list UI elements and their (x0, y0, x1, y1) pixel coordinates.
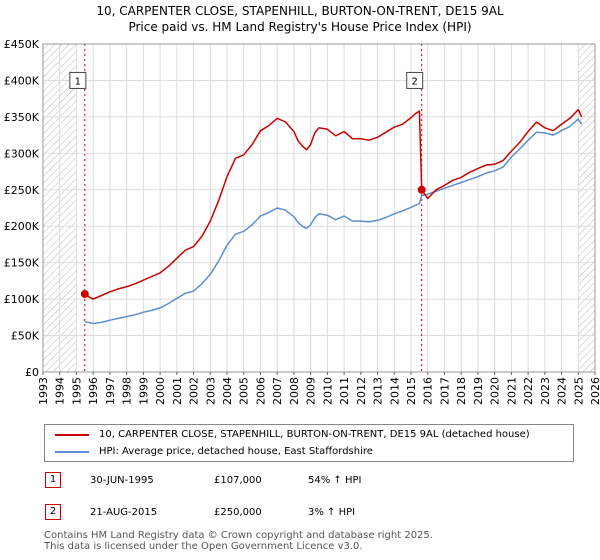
sale-hpi-change: 54% ↑ HPI (308, 475, 362, 486)
x-tick-label: 2004 (221, 377, 234, 405)
y-tick-label: £50K (11, 330, 40, 343)
hpi-line (84, 118, 583, 325)
legend-swatch-property (55, 434, 89, 436)
sale-marker-label: 2 (412, 76, 418, 87)
y-tick-label: £400K (4, 74, 40, 87)
x-tick-label: 2008 (288, 377, 301, 405)
plot-area (42, 43, 596, 373)
x-tick-label: 1995 (70, 377, 83, 405)
y-tick-label: £200K (4, 220, 40, 233)
x-tick-label: 2026 (589, 377, 600, 405)
x-tick-label: 2022 (522, 377, 535, 405)
x-tick-label: 2013 (372, 377, 385, 405)
sale-marker-box (406, 71, 424, 89)
legend-label-property: 10, CARPENTER CLOSE, STAPENHILL, BURTON-… (99, 429, 530, 440)
x-tick-label: 2025 (572, 377, 585, 405)
x-tick-label: 1998 (121, 377, 134, 405)
x-tick-label: 2010 (321, 377, 334, 405)
sale-number-badge: 2 (45, 504, 61, 520)
y-tick-label: £150K (4, 257, 40, 270)
y-tick-label: £0 (25, 366, 39, 379)
x-tick-label: 1994 (54, 377, 67, 405)
x-tick-label: 2000 (154, 377, 167, 405)
sale-marker-box (69, 71, 87, 89)
x-tick-label: 2023 (539, 377, 552, 405)
sale-point (80, 290, 89, 299)
footer-line-1: Contains HM Land Registry data © Crown c… (44, 530, 433, 541)
x-tick-label: 2017 (438, 377, 451, 405)
hatched-region (578, 44, 595, 372)
x-tick-label: 1993 (37, 377, 50, 405)
y-tick-label: £300K (4, 147, 40, 160)
x-tick-label: 2015 (405, 377, 418, 405)
x-tick-label: 2009 (305, 377, 318, 405)
legend: 10, CARPENTER CLOSE, STAPENHILL, BURTON-… (44, 424, 574, 462)
x-tick-label: 2011 (338, 377, 351, 405)
legend-label-hpi: HPI: Average price, detached house, East… (99, 446, 373, 457)
title-line-2: Price paid vs. HM Land Registry's House … (128, 20, 472, 34)
y-tick-label: £450K (4, 38, 40, 51)
x-tick-label: 1997 (104, 377, 117, 405)
x-tick-label: 2021 (505, 377, 518, 405)
x-tick-label: 2019 (472, 377, 485, 405)
x-tick-label: 2003 (204, 377, 217, 405)
sale-date: 21-AUG-2015 (90, 507, 158, 518)
price-chart: 1 2 £0 £50K £100K £150K £200K £250K £300K £350K £… (4, 38, 600, 405)
x-tick-label: 1999 (137, 377, 150, 405)
sale-row: 2 21-AUG-2015 £250,000 3% ↑ HPI (44, 504, 574, 522)
property-price-line (84, 108, 583, 300)
chart-title: 10, CARPENTER CLOSE, STAPENHILL, BURTON-… (0, 3, 600, 35)
footer-line-2: This data is licensed under the Open Gov… (44, 541, 363, 552)
y-tick-label: £350K (4, 111, 40, 124)
title-line-1: 10, CARPENTER CLOSE, STAPENHILL, BURTON-… (96, 4, 504, 18)
x-tick-label: 1996 (87, 377, 100, 405)
sale-date: 30-JUN-1995 (90, 475, 154, 486)
x-tick-label: 2024 (556, 377, 569, 405)
x-tick-label: 2005 (238, 377, 251, 405)
sale-number-badge: 1 (45, 472, 61, 488)
sale-point (417, 185, 426, 194)
x-tick-label: 2007 (271, 377, 284, 405)
sale-price: £250,000 (214, 507, 262, 518)
sale-row: 1 30-JUN-1995 £107,000 54% ↑ HPI (44, 472, 574, 490)
sale-price: £107,000 (214, 475, 262, 486)
x-tick-label: 2001 (171, 377, 184, 405)
y-tick-label: £250K (4, 184, 40, 197)
x-tick-label: 2018 (455, 377, 468, 405)
sale-hpi-change: 3% ↑ HPI (308, 507, 356, 518)
sale-marker-label: 1 (75, 76, 81, 87)
x-tick-label: 2012 (355, 377, 368, 405)
x-tick-label: 2016 (422, 377, 435, 405)
x-tick-label: 2002 (188, 377, 201, 405)
legend-swatch-hpi (55, 451, 89, 453)
x-tick-label: 2020 (489, 377, 502, 405)
y-tick-label: £100K (4, 293, 40, 306)
x-tick-label: 2014 (388, 377, 401, 405)
x-tick-label: 2006 (254, 377, 267, 405)
footer: Contains HM Land Registry data © Crown c… (44, 530, 433, 552)
